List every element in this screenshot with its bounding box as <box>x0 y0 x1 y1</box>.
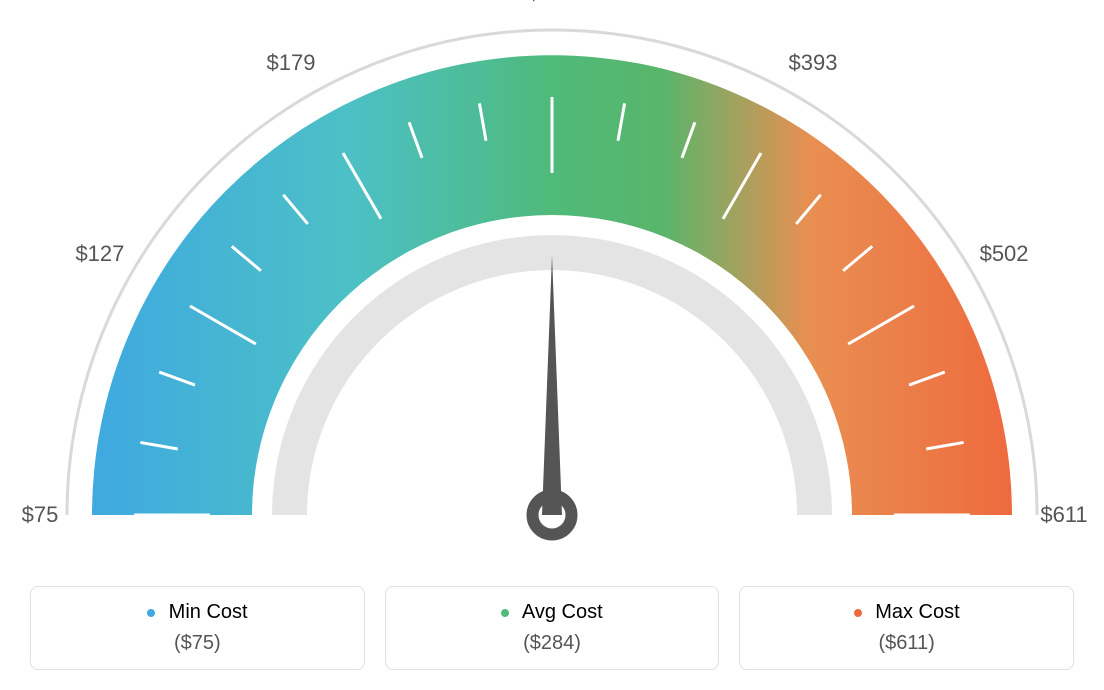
gauge-tick-label: $75 <box>22 502 59 528</box>
legend-dot-min <box>147 609 155 617</box>
gauge-chart-container: $75 $127 $179 $284 $393 $502 $611 Min Cost ($7… <box>0 0 1104 690</box>
gauge-tick-label: $502 <box>980 241 1029 267</box>
legend-dot-max <box>854 609 862 617</box>
legend-row: Min Cost ($75) Avg Cost ($284) Max Cost … <box>30 586 1074 670</box>
legend-dot-avg <box>501 609 509 617</box>
legend-title-min: Min Cost <box>41 601 354 624</box>
gauge-tick-label: $393 <box>789 50 838 76</box>
legend-value-max: ($611) <box>750 632 1063 655</box>
legend-card-min: Min Cost ($75) <box>30 586 365 670</box>
gauge-svg <box>0 0 1104 570</box>
legend-label-max: Max Cost <box>875 601 959 623</box>
gauge-tick-label: $179 <box>267 50 316 76</box>
gauge-tick-label: $127 <box>75 241 124 267</box>
legend-title-avg: Avg Cost <box>396 601 709 624</box>
gauge-area: $75 $127 $179 $284 $393 $502 $611 <box>0 0 1104 570</box>
legend-label-min: Min Cost <box>169 601 248 623</box>
gauge-tick-label: $611 <box>1040 502 1087 528</box>
legend-value-avg: ($284) <box>396 632 709 655</box>
legend-label-avg: Avg Cost <box>522 601 603 623</box>
legend-card-avg: Avg Cost ($284) <box>385 586 720 670</box>
legend-title-max: Max Cost <box>750 601 1063 624</box>
gauge-tick-label: $284 <box>528 0 577 6</box>
legend-card-max: Max Cost ($611) <box>739 586 1074 670</box>
legend-value-min: ($75) <box>41 632 354 655</box>
